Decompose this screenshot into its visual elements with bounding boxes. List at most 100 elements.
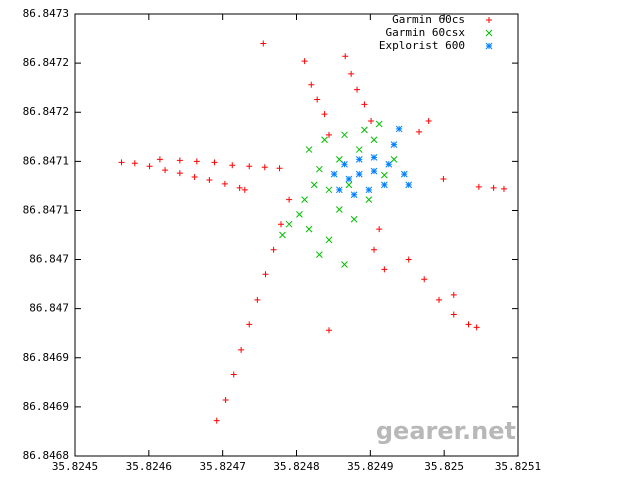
y-tick-label: 86.8469 <box>23 351 69 364</box>
point <box>162 167 169 174</box>
point <box>500 185 507 192</box>
point <box>146 163 153 170</box>
point <box>325 236 333 244</box>
point <box>118 159 125 166</box>
point <box>390 141 398 148</box>
legend-label: Garmin 60cs <box>392 13 465 26</box>
point <box>213 417 220 424</box>
x-tick-label: 35.8251 <box>495 460 541 473</box>
point <box>395 125 403 133</box>
point <box>279 231 286 239</box>
point <box>325 186 333 194</box>
point <box>310 181 318 189</box>
legend-label: Explorist 600 <box>379 39 465 52</box>
plot-frame <box>74 13 519 457</box>
point <box>254 296 261 303</box>
point <box>335 156 343 163</box>
point <box>277 221 284 228</box>
point <box>350 191 358 199</box>
point <box>131 160 138 167</box>
point <box>260 40 267 47</box>
y-tick-label: 86.8471 <box>23 203 69 216</box>
y-tick-label: 86.8473 <box>23 7 69 20</box>
point <box>361 126 368 134</box>
point <box>450 291 457 298</box>
point <box>285 220 293 228</box>
y-tick-label: 86.8468 <box>23 449 69 462</box>
point <box>335 186 343 194</box>
point <box>435 296 442 303</box>
point <box>354 86 361 93</box>
point <box>305 225 313 233</box>
x-tick-label: 35.8245 <box>52 460 98 473</box>
x-tick-label: 35.8249 <box>347 460 393 473</box>
y-tick-label: 86.847 <box>29 253 69 266</box>
legend-marker <box>485 42 493 50</box>
y-tick-label: 86.847 <box>29 302 69 315</box>
point <box>222 397 229 404</box>
point <box>301 196 308 203</box>
x-tick-label: 35.8246 <box>126 460 172 473</box>
point <box>405 256 412 263</box>
point <box>221 180 228 187</box>
point <box>370 154 378 161</box>
point <box>345 181 353 189</box>
point <box>381 181 388 189</box>
point <box>375 120 383 128</box>
point <box>473 324 480 331</box>
watermark: gearer.net <box>376 417 516 445</box>
point <box>400 170 408 178</box>
point <box>325 327 332 334</box>
point <box>296 211 303 218</box>
point <box>355 170 363 178</box>
point <box>370 167 378 175</box>
point <box>335 206 343 213</box>
x-tick-label: 35.8248 <box>273 460 319 473</box>
point <box>262 271 269 278</box>
point <box>348 70 355 77</box>
point <box>229 162 236 169</box>
point <box>305 146 313 153</box>
point <box>368 118 375 125</box>
point <box>321 136 328 144</box>
point <box>276 165 283 172</box>
legend-marker <box>486 17 492 23</box>
point <box>370 136 378 144</box>
point <box>314 96 321 103</box>
legend-label: Garmin 60csx <box>386 26 466 39</box>
legend-marker <box>485 29 493 37</box>
point <box>301 58 308 65</box>
point <box>342 53 349 60</box>
y-tick-label: 86.8469 <box>23 400 69 413</box>
point <box>316 251 323 258</box>
point <box>390 156 398 163</box>
point <box>321 111 328 118</box>
point <box>330 170 338 178</box>
point <box>341 261 348 268</box>
point <box>246 321 253 328</box>
point <box>270 246 277 253</box>
point <box>345 175 353 183</box>
point <box>365 186 373 194</box>
y-tick-label: 86.8472 <box>23 56 69 69</box>
y-tick-label: 86.8472 <box>23 105 69 118</box>
point <box>405 181 413 189</box>
point <box>176 157 183 164</box>
point <box>376 226 383 233</box>
point <box>176 170 183 177</box>
point <box>425 118 432 125</box>
point <box>416 128 423 135</box>
point <box>191 174 198 181</box>
point <box>475 183 482 190</box>
point <box>355 156 363 163</box>
point <box>361 101 368 108</box>
point <box>261 164 268 171</box>
point <box>236 184 243 191</box>
point <box>230 371 237 378</box>
point <box>308 81 315 88</box>
point <box>421 276 428 283</box>
point <box>246 163 253 170</box>
point <box>490 184 497 191</box>
point <box>365 196 373 203</box>
